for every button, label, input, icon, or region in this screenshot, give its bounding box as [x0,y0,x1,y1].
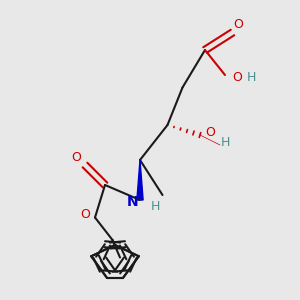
Text: O: O [234,18,244,31]
Text: H: H [246,71,256,84]
Text: N: N [127,196,138,209]
Text: O: O [80,208,90,221]
Text: O: O [205,126,215,139]
Text: O: O [71,151,81,164]
Text: H: H [151,200,160,213]
Text: H: H [221,136,231,149]
Polygon shape [137,160,143,200]
Text: O: O [232,71,242,84]
